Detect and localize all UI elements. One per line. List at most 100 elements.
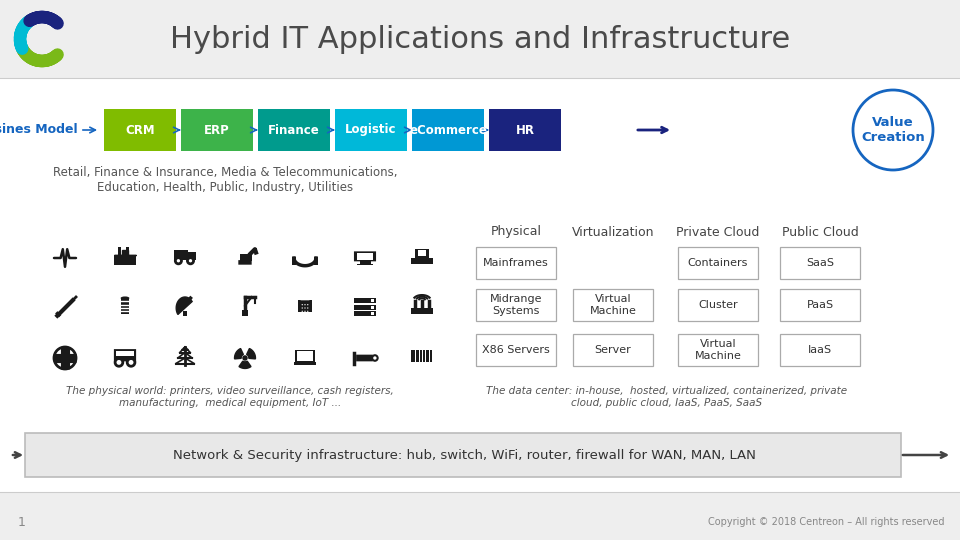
Bar [242,310,249,316]
Circle shape [304,307,305,309]
Text: HR: HR [516,124,535,137]
Bar [678,334,758,366]
Bar [573,334,653,366]
Circle shape [307,307,308,309]
Bar [357,264,372,265]
FancyBboxPatch shape [356,355,372,361]
Bar [476,247,556,279]
Polygon shape [234,348,244,359]
Bar [780,289,860,321]
Bar [0,78,960,492]
Text: The data center: in-house,  hosted, virtualized, containerized, private
cloud, p: The data center: in-house, hosted, virtu… [487,386,848,408]
FancyBboxPatch shape [300,299,309,300]
Bar [25,433,901,477]
FancyBboxPatch shape [114,349,136,361]
Bar [489,109,561,151]
Text: Public Cloud: Public Cloud [781,226,858,239]
Text: PaaS: PaaS [806,300,833,310]
Text: Hybrid IT Applications and Infrastructure: Hybrid IT Applications and Infrastructur… [170,25,790,55]
Bar [411,350,413,362]
Text: IaaS: IaaS [808,345,832,355]
Text: X86 Servers: X86 Servers [482,345,550,355]
Text: Value
Creation: Value Creation [861,116,924,144]
Bar [104,109,176,151]
Text: Containers: Containers [687,258,748,268]
Bar [335,109,407,151]
Circle shape [242,355,248,361]
Bar [182,311,187,316]
Text: The physical world: printers, video surveillance, cash registers,
manufacturing,: The physical world: printers, video surv… [66,386,394,408]
Bar [414,350,416,362]
Polygon shape [114,251,136,255]
Bar [416,249,428,261]
FancyBboxPatch shape [238,260,252,265]
Bar [678,289,758,321]
Bar [573,289,653,321]
Bar [174,251,188,260]
Text: Virtual
Machine: Virtual Machine [589,294,636,316]
Circle shape [301,304,303,305]
Circle shape [115,359,123,366]
Text: eCommerce: eCommerce [409,124,487,137]
Bar [412,109,484,151]
Bar [292,257,297,265]
Bar [431,350,432,362]
Text: Mainframes: Mainframes [483,258,549,268]
Text: Copyright © 2018 Centreon – All rights reserved: Copyright © 2018 Centreon – All rights r… [708,517,945,527]
Bar [55,311,61,318]
Circle shape [304,310,305,312]
Bar [121,298,130,314]
Bar [114,255,136,265]
Bar [359,261,371,264]
Bar [418,251,426,256]
Circle shape [301,310,303,312]
Bar [357,253,372,260]
Bar [420,350,422,362]
Text: Cluster: Cluster [698,300,738,310]
Circle shape [176,258,181,264]
Bar [371,299,374,302]
Bar [411,258,433,264]
Bar [354,311,376,316]
Text: SaaS: SaaS [806,258,834,268]
Text: ERP: ERP [204,124,229,137]
Bar [126,247,129,255]
Bar [297,352,313,361]
Text: Network & Security infrastructure: hub, switch, WiFi, router, firewall for WAN, : Network & Security infrastructure: hub, … [173,449,756,462]
Bar [239,254,252,261]
Text: Server: Server [594,345,632,355]
Bar [116,351,133,356]
Bar [678,247,758,279]
Circle shape [187,258,194,264]
FancyBboxPatch shape [354,251,376,261]
Bar [258,109,330,151]
Bar [780,334,860,366]
Bar [314,257,318,265]
Text: Logistic: Logistic [346,124,396,137]
Bar [427,350,429,362]
Circle shape [307,304,308,305]
Text: Finance: Finance [268,124,320,137]
Bar [298,300,312,312]
Bar [0,492,960,540]
Bar [294,362,316,365]
Bar [354,298,376,303]
Ellipse shape [121,296,130,300]
Text: Enterprise Busines Model: Enterprise Busines Model [0,124,78,137]
Bar [0,0,960,78]
Text: CRM: CRM [125,124,155,137]
Bar [417,350,420,362]
Text: 1: 1 [18,516,26,529]
Bar [188,252,196,260]
Bar [476,334,556,366]
Polygon shape [177,297,192,314]
Text: Virtual
Machine: Virtual Machine [695,339,741,361]
Text: Physical: Physical [491,226,541,239]
Polygon shape [239,361,251,368]
Bar [371,306,374,309]
Circle shape [127,359,135,366]
Circle shape [372,355,377,361]
Bar [118,247,121,255]
Bar [780,247,860,279]
Bar [354,305,376,309]
